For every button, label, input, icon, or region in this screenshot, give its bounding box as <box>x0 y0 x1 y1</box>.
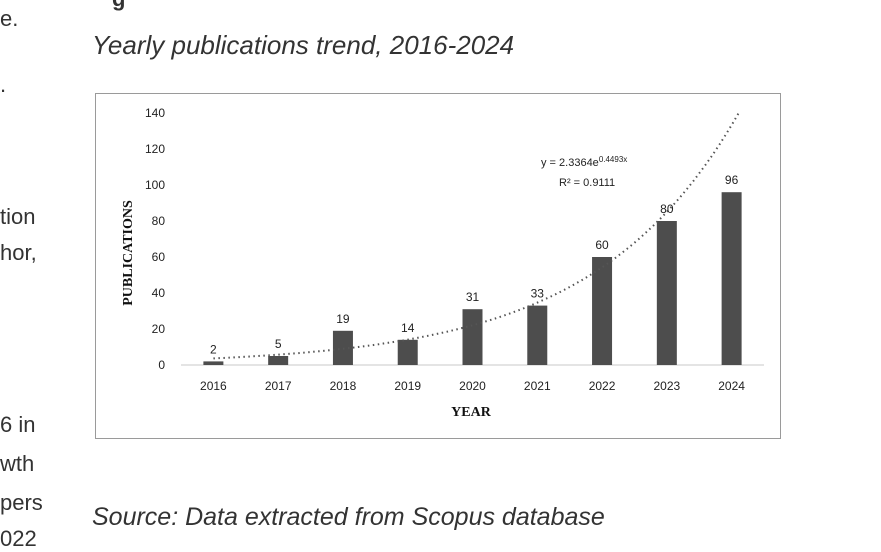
bar-2019 <box>397 339 418 365</box>
body-text-fragment: tion <box>0 204 36 229</box>
x-tick-label: 2018 <box>330 379 357 393</box>
bar-2017 <box>268 356 289 365</box>
x-tick-label: 2017 <box>265 379 292 393</box>
x-tick-label: 2020 <box>459 379 486 393</box>
body-text-fragment: hor, <box>0 240 37 265</box>
x-tick-label: 2021 <box>524 379 551 393</box>
data-label-2022: 60 <box>595 238 609 252</box>
y-tick-label: 20 <box>152 322 166 336</box>
y-axis-title: PUBLICATIONS <box>121 200 136 306</box>
x-tick-label: 2016 <box>200 379 227 393</box>
x-tick-label: 2023 <box>653 379 680 393</box>
data-label-2018: 19 <box>336 312 350 326</box>
body-text-fragment: 022 <box>0 526 37 551</box>
figure-source: Source: Data extracted from Scopus datab… <box>92 503 605 531</box>
data-label-2017: 5 <box>275 337 282 351</box>
figure-heading-fragment: g <box>112 0 132 12</box>
trendline-equation: y = 2.3364e0.4493x <box>541 155 627 169</box>
bar-2016 <box>203 361 224 365</box>
bar-2021 <box>527 305 548 365</box>
chart-frame: 0 20 40 60 80 100 120 140 2 5 19 14 31 33 60 80 96 2016… <box>95 93 781 439</box>
trendline <box>213 111 741 360</box>
x-tick-label: 2019 <box>394 379 421 393</box>
data-label-2020: 31 <box>466 290 480 304</box>
data-label-2024: 96 <box>725 173 739 187</box>
bar-2024 <box>721 192 742 365</box>
body-text-fragment: wth <box>0 451 35 476</box>
bar-2023 <box>656 221 677 365</box>
chart-canvas: 0 20 40 60 80 100 120 140 2 5 19 14 31 33 60 80 96 2016… <box>121 106 764 420</box>
trendline-r-squared: R² = 0.9111 <box>559 177 615 189</box>
y-tick-label: 40 <box>152 286 166 300</box>
body-text-fragment: pers <box>0 490 43 515</box>
data-label-2021: 33 <box>531 287 545 301</box>
x-tick-label: 2024 <box>718 379 745 393</box>
body-text-fragment: . <box>0 72 7 97</box>
data-label-2023: 80 <box>660 202 674 216</box>
y-tick-label: 60 <box>152 250 166 264</box>
x-tick-label: 2022 <box>589 379 616 393</box>
y-tick-label: 0 <box>158 358 165 372</box>
body-text-fragment: e. <box>0 6 19 31</box>
y-tick-label: 140 <box>145 106 165 120</box>
body-text-fragment: 6 in <box>0 412 36 437</box>
bar-2020 <box>462 309 483 365</box>
y-tick-label: 80 <box>152 214 166 228</box>
bar-2022 <box>592 257 613 365</box>
x-axis-title: YEAR <box>451 405 492 420</box>
y-tick-label: 100 <box>145 178 165 192</box>
data-label-2016: 2 <box>210 342 217 356</box>
y-tick-label: 120 <box>145 142 165 156</box>
figure-caption: Yearly publications trend, 2016-2024 <box>92 30 515 60</box>
data-label-2019: 14 <box>401 321 415 335</box>
